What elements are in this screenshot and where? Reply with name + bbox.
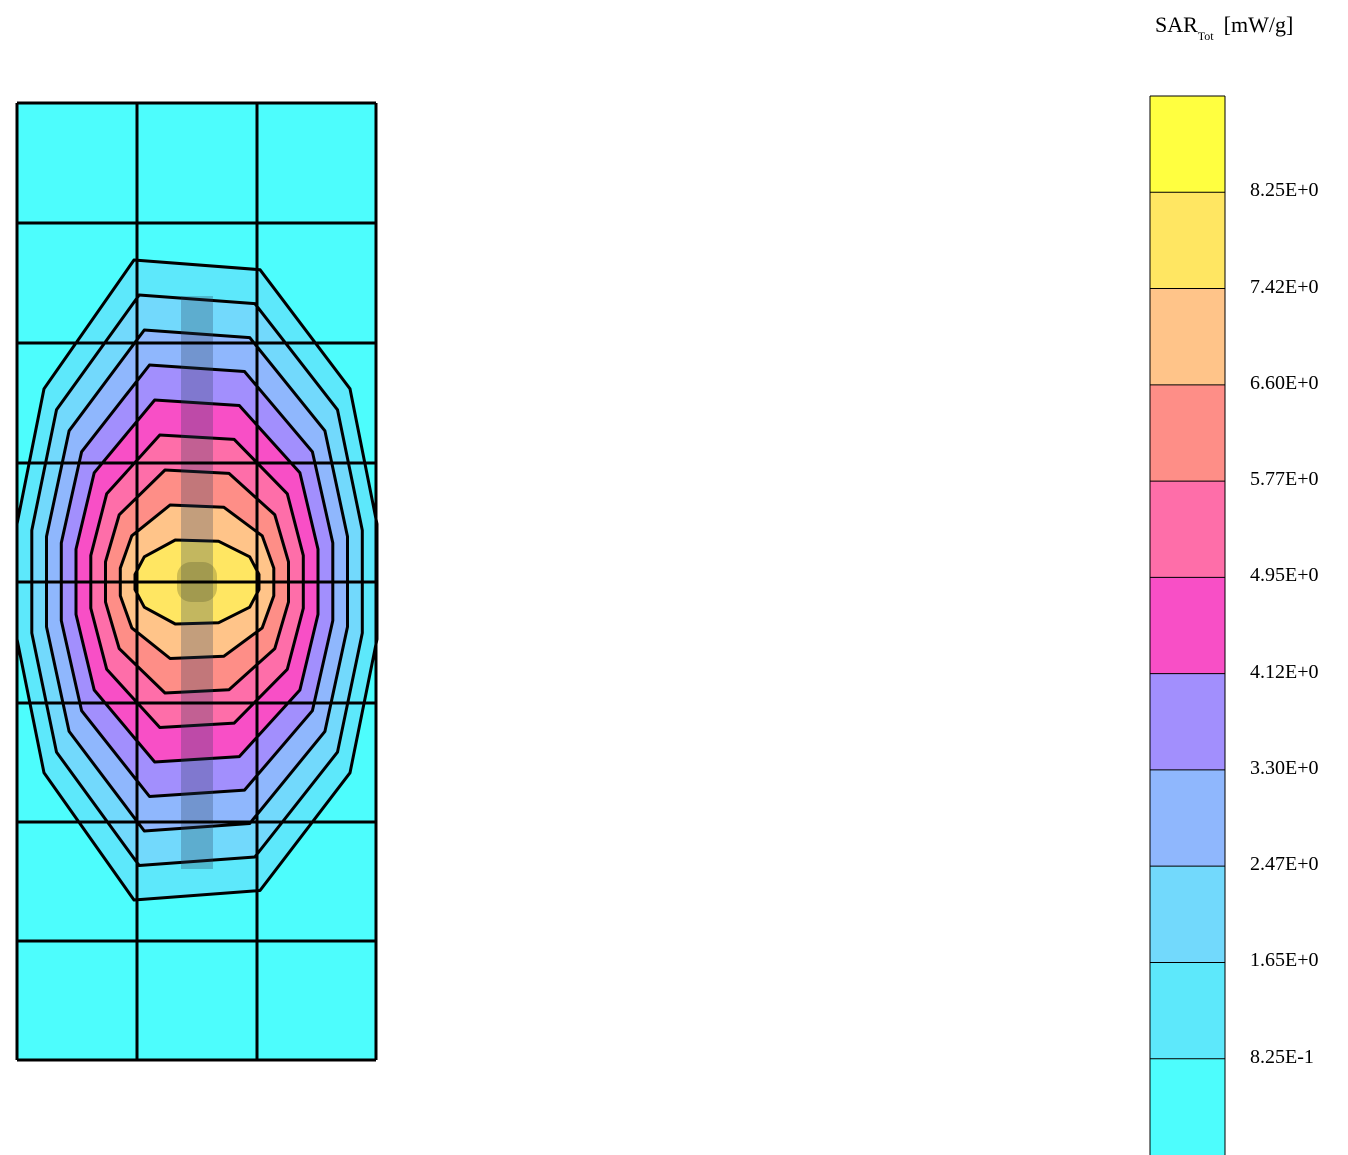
colorbar-tick-label: 7.42E+0 (1250, 275, 1319, 298)
colorbar-tick-label: 4.12E+0 (1250, 660, 1319, 683)
colorbar-tick-label: 5.77E+0 (1250, 468, 1319, 491)
colorbar-segment (1150, 769, 1225, 867)
colorbar-tick-label: 2.47E+0 (1250, 853, 1319, 876)
colorbar-segment (1150, 192, 1225, 289)
colorbar-tick-label: 3.30E+0 (1250, 756, 1319, 779)
legend-unit: [mW/g] (1223, 12, 1294, 37)
colorbar-segment (1150, 577, 1225, 674)
legend-title: SARTot [mW/g] (1155, 12, 1294, 43)
colorbar-tick-label: 8.25E-1 (1250, 1045, 1314, 1068)
legend-title-subscript: Tot (1197, 29, 1214, 43)
colorbar-tick-label: 6.60E+0 (1250, 371, 1319, 394)
colorbar (1149, 95, 1226, 1155)
colorbar-tick-label: 4.95E+0 (1250, 564, 1319, 587)
colorbar-segment (1150, 96, 1225, 193)
colorbar-segment (1150, 288, 1225, 385)
colorbar-segment (1150, 481, 1225, 578)
legend-title-text: SAR (1155, 12, 1198, 37)
sar-distribution-map (15, 101, 379, 1062)
colorbar-segment (1150, 866, 1225, 963)
colorbar-tick-label: 8.25E+0 (1250, 179, 1319, 202)
colorbar-segment (1150, 384, 1225, 482)
colorbar-tick-label: 1.65E+0 (1250, 949, 1319, 972)
colorbar-segment (1150, 962, 1225, 1059)
colorbar-segment (1150, 1058, 1225, 1155)
colorbar-segment (1150, 673, 1225, 770)
